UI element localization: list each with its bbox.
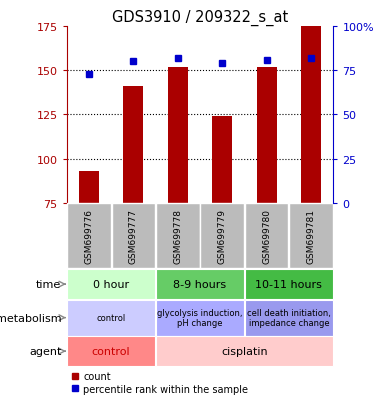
Bar	[257, 67, 277, 203]
Text: control: control	[96, 313, 126, 322]
Bar	[168, 67, 188, 203]
Bar	[245, 300, 333, 336]
Bar	[156, 204, 200, 269]
Bar	[123, 87, 143, 203]
Title: GDS3910 / 209322_s_at: GDS3910 / 209322_s_at	[112, 9, 288, 26]
Bar	[156, 300, 244, 336]
Text: time: time	[36, 280, 61, 290]
Text: cell death initiation,
impedance change: cell death initiation, impedance change	[247, 308, 331, 328]
Text: GSM699779: GSM699779	[218, 209, 227, 264]
Bar	[289, 204, 333, 269]
Text: 10-11 hours: 10-11 hours	[256, 280, 322, 290]
Bar	[79, 171, 99, 203]
Bar	[67, 300, 155, 336]
Bar	[245, 204, 288, 269]
Text: glycolysis induction,
pH change: glycolysis induction, pH change	[157, 308, 243, 328]
Bar	[156, 337, 333, 366]
Text: control: control	[92, 346, 130, 356]
Text: 8-9 hours: 8-9 hours	[173, 280, 227, 290]
Text: 0 hour: 0 hour	[93, 280, 129, 290]
Text: GSM699778: GSM699778	[173, 209, 182, 264]
Bar	[245, 270, 333, 299]
Bar	[112, 204, 155, 269]
Bar	[67, 337, 155, 366]
Text: GSM699780: GSM699780	[262, 209, 271, 264]
Text: cisplatin: cisplatin	[221, 346, 268, 356]
Bar	[67, 270, 155, 299]
Text: GSM699781: GSM699781	[307, 209, 315, 264]
Text: agent: agent	[29, 346, 61, 356]
Bar	[301, 27, 321, 203]
Bar	[212, 117, 232, 203]
Text: GSM699776: GSM699776	[85, 209, 93, 264]
Legend: count, percentile rank within the sample: count, percentile rank within the sample	[72, 371, 248, 394]
Text: metabolism: metabolism	[0, 313, 61, 323]
Bar	[156, 270, 244, 299]
Bar	[200, 204, 244, 269]
Bar	[67, 204, 110, 269]
Text: GSM699777: GSM699777	[129, 209, 138, 264]
